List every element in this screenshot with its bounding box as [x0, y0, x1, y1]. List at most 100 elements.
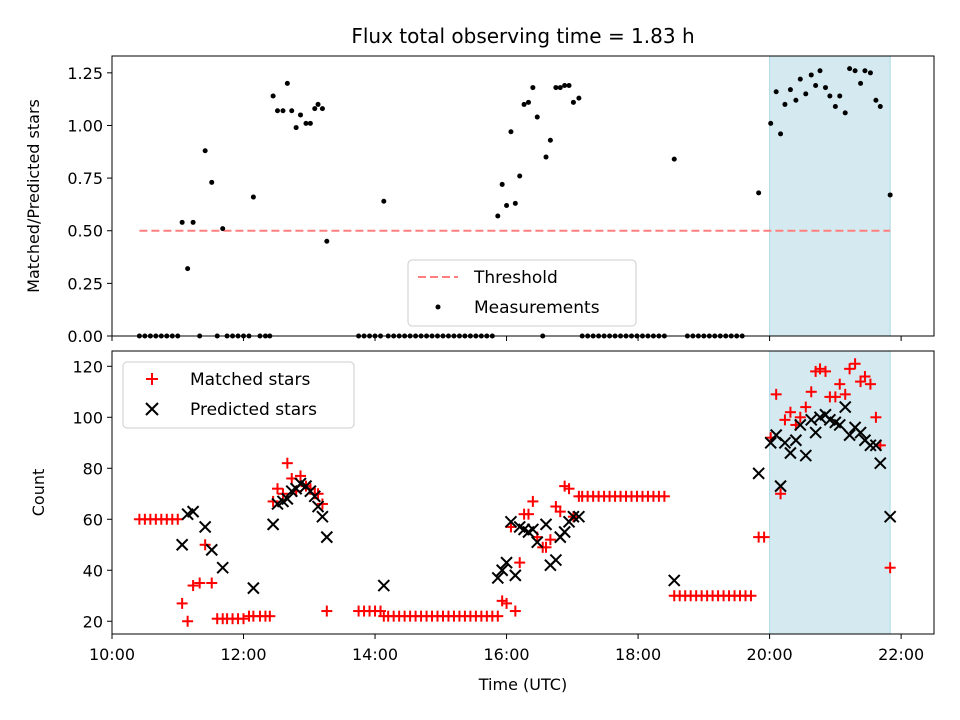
measurement-point [877, 104, 883, 110]
predicted-star-point [805, 413, 818, 427]
measurement-point [319, 106, 325, 112]
matched-star-point [814, 363, 826, 375]
matched-star-point [775, 488, 787, 500]
matched-star-point [864, 378, 876, 390]
x-tick-label: 16:00 [484, 645, 530, 664]
matched-star-point [784, 406, 796, 418]
measurement-point [797, 76, 803, 82]
predicted-star-point [883, 510, 897, 523]
predicted-star-point [567, 510, 580, 523]
predicted-star-point [247, 581, 260, 595]
top-y-tick-label: 0.25 [67, 274, 103, 293]
matched-star-point [316, 498, 328, 510]
predicted-star-point [216, 561, 229, 574]
matched-star-point [834, 378, 846, 390]
predicted-star-point [799, 449, 812, 462]
predicted-star-point [752, 467, 765, 480]
predicted-star-point [833, 418, 846, 432]
measurement-point [530, 85, 536, 91]
predicted-star-point [539, 518, 553, 531]
top-legend: Threshold Measurements [407, 259, 637, 327]
matched-star-points [133, 358, 896, 627]
predicted-star-point [504, 515, 518, 529]
predicted-star-point [491, 571, 504, 585]
predicted-star-point [794, 418, 807, 432]
bottom-y-tick-label: 40 [83, 561, 103, 580]
top-y-tick-label: 0.00 [67, 327, 103, 346]
legend-matched-label: Matched stars [190, 370, 310, 390]
measurement-point [534, 114, 540, 120]
measurement-point [778, 131, 784, 137]
matched-star-point [527, 495, 539, 507]
legend-predicted-label: Predicted stars [190, 400, 317, 420]
bottom-y-tick-label: 20 [83, 612, 103, 631]
matched-star-point [199, 539, 211, 551]
predicted-star-point [774, 479, 787, 493]
measurement-point [808, 72, 814, 78]
predicted-star-point [549, 553, 563, 567]
x-tick-label: 14:00 [352, 645, 398, 664]
measurement-point [495, 213, 501, 219]
matched-star-point [509, 605, 521, 617]
legend-predicted-swatch [145, 402, 159, 416]
x-tick-label: 18:00 [615, 645, 661, 664]
bottom-panel-counts: 20 40 60 80 100 120 10:00 12:00 14:00 16:00 18:00… [29, 350, 935, 694]
matched-star-point [849, 358, 861, 370]
measurement-point [768, 120, 774, 126]
legend-measurements-swatch [435, 304, 441, 310]
matched-star-point [844, 363, 856, 375]
matched-star-point [271, 483, 283, 495]
matched-star-point [870, 411, 882, 423]
measurement-point [293, 125, 299, 131]
matched-star-point [859, 370, 871, 382]
predicted-star-point [175, 538, 189, 551]
measurement-point [671, 156, 677, 162]
measurement-point [562, 82, 568, 88]
measurement-point [873, 97, 879, 103]
matched-star-point [522, 508, 534, 520]
matched-star-point [745, 590, 757, 602]
measurement-point [842, 110, 848, 116]
x-tick-label: 12:00 [220, 645, 266, 664]
predicted-star-point [854, 426, 867, 439]
measurement-point [508, 129, 514, 135]
matched-star-point [505, 521, 517, 533]
measurement-point [517, 173, 523, 179]
measurement-point [817, 68, 823, 74]
bottom-y-tick-label: 120 [72, 357, 103, 376]
predicted-star-point [198, 520, 212, 534]
predicted-star-point [526, 523, 540, 536]
top-highlight-span [769, 55, 891, 337]
measurement-point [547, 137, 553, 143]
measurement-point [512, 200, 518, 206]
bottom-y-tick-label: 60 [83, 510, 103, 529]
bottom-y-tick-label: 100 [72, 408, 103, 427]
bottom-x-ticks: 10:00 12:00 14:00 16:00 18:00 20:00 22:00 [89, 634, 924, 664]
matched-star-point [501, 597, 513, 609]
matched-star-point [554, 506, 566, 518]
legend-matched-swatch [146, 373, 158, 385]
measurement-point [270, 93, 276, 99]
measurement-point [284, 80, 290, 86]
matched-star-point [187, 580, 199, 592]
measurement-point [822, 85, 828, 91]
measurement-point [566, 82, 572, 88]
predicted-star-point [809, 426, 822, 439]
matched-star-point [267, 495, 279, 507]
x-tick-label: 22:00 [878, 645, 924, 664]
measurement-point [315, 101, 321, 107]
measurement-point [307, 120, 313, 126]
matched-star-point [839, 388, 851, 400]
predicted-star-point [500, 556, 513, 569]
measurement-point [827, 93, 833, 99]
predicted-star-point [316, 510, 329, 523]
measurement-point [303, 120, 309, 126]
matched-star-point [238, 613, 250, 625]
top-panel-ratio: 0.00 0.25 0.50 0.75 1.00 1.25 Flux total obse… [24, 24, 935, 346]
predicted-star-point [531, 536, 544, 549]
measurement-point [803, 91, 809, 97]
matched-star-point [563, 483, 575, 495]
matched-star-point [514, 557, 526, 569]
measurement-point [521, 101, 527, 107]
measurement-point [190, 219, 196, 225]
